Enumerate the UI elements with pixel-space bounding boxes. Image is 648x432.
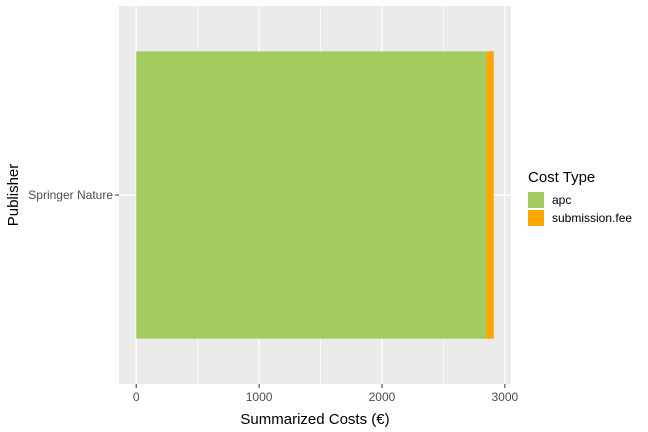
x-axis-ticks: 0 1000 2000 3000	[133, 384, 519, 404]
legend-label-apc: apc	[552, 193, 571, 207]
x-tick-label-0: 0	[133, 390, 140, 404]
y-tick-label-0: Springer Nature	[28, 188, 113, 202]
legend-label-submission-fee: submission.fee	[552, 211, 632, 225]
legend-title: Cost Type	[528, 169, 595, 186]
bar-submission-fee-0	[486, 51, 494, 339]
y-axis-ticks: Springer Nature	[28, 188, 119, 202]
legend-items: apc submission.fee	[528, 192, 632, 226]
legend: Cost Type apc submission.fee	[528, 169, 632, 226]
bar-apc-0	[136, 51, 487, 339]
legend-swatch-submission-fee	[528, 210, 544, 226]
bars	[136, 51, 494, 339]
legend-swatch-apc	[528, 192, 544, 208]
y-axis-title: Publisher	[5, 164, 22, 227]
x-tick-label-3: 3000	[492, 390, 519, 404]
x-tick-label-2: 2000	[369, 390, 396, 404]
x-axis-title: Summarized Costs (€)	[240, 411, 389, 428]
x-tick-label-1: 1000	[246, 390, 273, 404]
